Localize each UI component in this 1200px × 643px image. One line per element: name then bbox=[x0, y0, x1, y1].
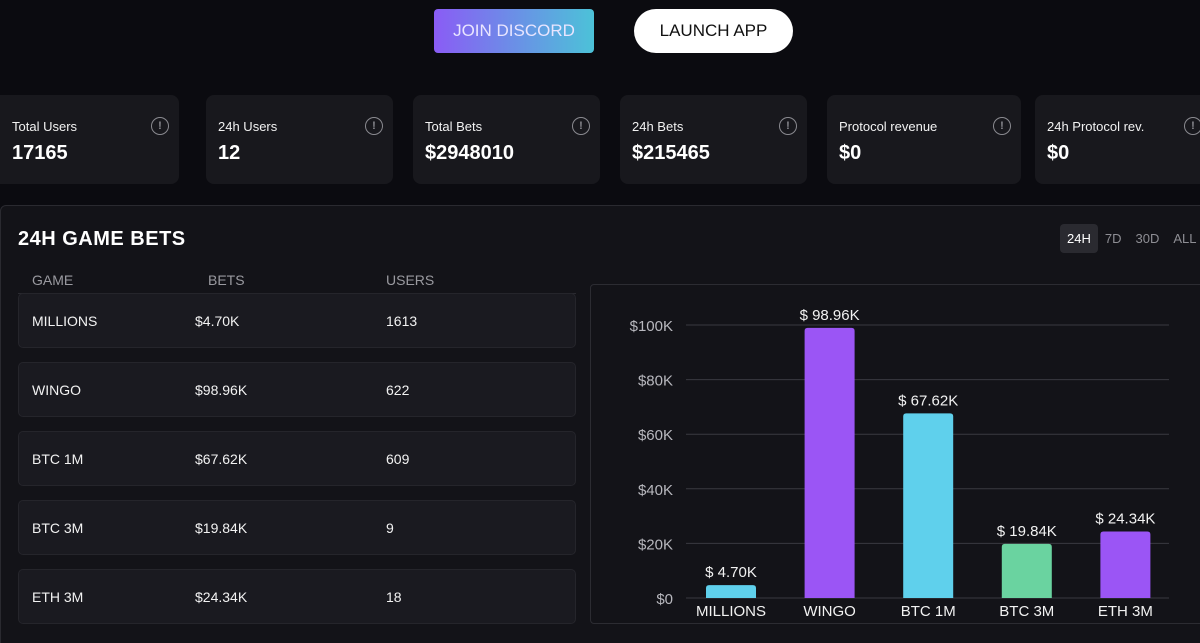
cell-users: 622 bbox=[386, 382, 410, 398]
tab-7d[interactable]: 7D bbox=[1104, 231, 1122, 246]
bar bbox=[903, 413, 954, 598]
y-tick-label: $40K bbox=[638, 482, 673, 499]
info-icon[interactable]: ! bbox=[572, 117, 590, 135]
stat-label: Total Users bbox=[12, 119, 78, 134]
table-row[interactable]: WINGO $98.96K 622 bbox=[18, 362, 576, 417]
stat-value: 17165 bbox=[12, 142, 68, 164]
cell-users: 609 bbox=[386, 451, 410, 467]
data-label: $ 19.84K bbox=[997, 523, 1057, 540]
cell-users: 1613 bbox=[386, 313, 418, 329]
cell-game: WINGO bbox=[32, 382, 81, 398]
stat-label: 24h Protocol rev. bbox=[1047, 119, 1145, 134]
column-header-bets: BETS bbox=[208, 272, 245, 288]
x-tick-label: MILLIONS bbox=[696, 603, 766, 620]
table-row[interactable]: BTC 3M $19.84K 9 bbox=[18, 500, 576, 555]
tab-24h[interactable]: 24H bbox=[1060, 224, 1098, 253]
tab-30d[interactable]: 30D bbox=[1135, 231, 1160, 246]
y-tick-label: $100K bbox=[630, 318, 673, 335]
cell-game: ETH 3M bbox=[32, 589, 84, 605]
table-row[interactable]: BTC 1M $67.62K 609 bbox=[18, 431, 576, 486]
stat-value: $215465 bbox=[632, 142, 710, 164]
data-label: $ 98.96K bbox=[800, 307, 860, 324]
stat-label: Total Bets bbox=[425, 119, 483, 134]
column-header-game: GAME bbox=[32, 272, 74, 288]
bar bbox=[706, 585, 756, 598]
stat-card-total-bets: Total Bets $2948010 ! bbox=[413, 95, 600, 184]
cell-game: BTC 1M bbox=[32, 451, 84, 467]
cell-game: MILLIONS bbox=[32, 313, 98, 329]
stat-value: 12 bbox=[218, 142, 241, 164]
stat-value: $0 bbox=[1047, 142, 1070, 164]
stat-card-24h-users: 24h Users 12 ! bbox=[206, 95, 393, 184]
info-icon[interactable]: ! bbox=[151, 117, 169, 135]
y-tick-label: $60K bbox=[638, 427, 673, 444]
stat-card-24h-protocol-rev: 24h Protocol rev. $0 ! bbox=[1035, 95, 1200, 184]
cell-users: 18 bbox=[386, 589, 402, 605]
data-label: $ 24.34K bbox=[1095, 511, 1155, 528]
launch-app-button[interactable]: LAUNCH APP bbox=[634, 9, 793, 53]
cell-users: 9 bbox=[386, 520, 394, 536]
info-icon[interactable]: ! bbox=[993, 117, 1011, 135]
stat-card-protocol-revenue: Protocol revenue $0 ! bbox=[827, 95, 1021, 184]
info-icon[interactable]: ! bbox=[779, 117, 797, 135]
stat-card-24h-bets: 24h Bets $215465 ! bbox=[620, 95, 807, 184]
data-label: $ 67.62K bbox=[898, 392, 958, 409]
bar bbox=[804, 327, 855, 598]
bar-chart: $0 $20K $40K $60K $80K $100K $ 4.70K MILLIONS $ … bbox=[630, 307, 1169, 620]
data-label: $ 4.70K bbox=[705, 564, 757, 581]
panel-title: 24H GAME BETS bbox=[18, 228, 186, 250]
cell-bets: $67.62K bbox=[195, 451, 248, 467]
stat-label: 24h Bets bbox=[632, 119, 684, 134]
table-row[interactable]: ETH 3M $24.34K 18 bbox=[18, 569, 576, 624]
cell-bets: $24.34K bbox=[195, 589, 248, 605]
column-header-users: USERS bbox=[386, 272, 435, 288]
info-icon[interactable]: ! bbox=[1184, 117, 1200, 135]
range-tabs: 24H 7D 30D ALL bbox=[1060, 224, 1200, 253]
table-row[interactable]: MILLIONS $4.70K 1613 bbox=[18, 293, 576, 348]
stat-label: 24h Users bbox=[218, 119, 278, 134]
cell-game: BTC 3M bbox=[32, 520, 84, 536]
bar bbox=[1001, 543, 1052, 598]
x-tick-label: BTC 1M bbox=[901, 603, 956, 620]
stat-value: $2948010 bbox=[425, 142, 514, 164]
tab-all[interactable]: ALL bbox=[1173, 231, 1197, 246]
bar bbox=[1100, 531, 1151, 598]
x-tick-label: ETH 3M bbox=[1098, 603, 1153, 620]
cell-bets: $19.84K bbox=[195, 520, 248, 536]
y-tick-label: $80K bbox=[638, 373, 673, 390]
join-discord-button[interactable]: JOIN DISCORD bbox=[434, 9, 594, 53]
y-tick-label: $0 bbox=[656, 591, 673, 608]
x-tick-label: WINGO bbox=[803, 603, 856, 620]
info-icon[interactable]: ! bbox=[365, 117, 383, 135]
bar-chart-container: $0 $20K $40K $60K $80K $100K $ 4.70K MILLIONS $ … bbox=[590, 284, 1200, 624]
y-tick-label: $20K bbox=[638, 536, 673, 553]
cell-bets: $98.96K bbox=[195, 382, 248, 398]
stat-value: $0 bbox=[839, 142, 862, 164]
stat-card-total-users: Total Users 17165 ! bbox=[0, 95, 179, 184]
stat-label: Protocol revenue bbox=[839, 119, 938, 134]
cell-bets: $4.70K bbox=[195, 313, 240, 329]
x-tick-label: BTC 3M bbox=[999, 603, 1054, 620]
